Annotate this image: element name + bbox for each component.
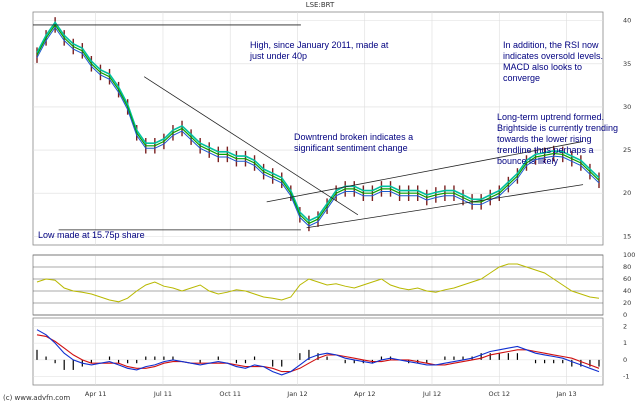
rsi-tick-label: 80 (623, 263, 631, 271)
rsi-tick-label: 40 (623, 287, 631, 295)
macd-line (36, 329, 600, 376)
trendline-upper-uptrend (266, 141, 584, 203)
copyright-text: (c) www.advfn.com (3, 394, 71, 402)
x-tick-label: Apr 11 (85, 390, 107, 398)
macd-tick-label: 2 (623, 322, 627, 330)
annotation-downtrend: Downtrend broken indicates a significant… (294, 132, 414, 153)
trendline-lower-uptrend (306, 184, 584, 229)
panel-rsi (32, 254, 604, 316)
x-tick-label: Oct 11 (219, 390, 241, 398)
trendline-downtrend (143, 76, 359, 216)
price-line (36, 23, 600, 225)
x-tick-label: Jan 13 (555, 390, 576, 398)
price-ma-line (36, 21, 600, 222)
rsi-tick-label: 60 (623, 275, 631, 283)
price-tick-label: 15 (623, 232, 631, 240)
macd-tick-label: 0 (623, 356, 627, 364)
rsi-tick-label: 20 (623, 299, 631, 307)
rsi-line (36, 263, 600, 303)
price-ma-line-2 (36, 26, 600, 227)
x-tick-label: Jul 11 (153, 390, 172, 398)
panel-price (32, 11, 604, 246)
price-tick-label: 35 (623, 60, 631, 68)
price-tick-label: 25 (623, 146, 631, 154)
annotation-high: High, since January 2011, made at just u… (250, 40, 389, 61)
x-tick-label: Jan 12 (286, 390, 307, 398)
x-tick-label: Oct 12 (488, 390, 510, 398)
panel-macd (32, 317, 604, 386)
rsi-tick-label: 0 (623, 311, 627, 319)
annotation-low: Low made at 15.75p share (38, 230, 145, 240)
annotation-rsi: In addition, the RSI now indicates overs… (503, 40, 604, 83)
price-tick-label: 30 (623, 103, 631, 111)
x-tick-label: Jul 12 (422, 390, 441, 398)
rsi-tick-label: 100 (623, 251, 635, 259)
chart-title: LSE:BRT (305, 1, 335, 9)
price-tick-label: 20 (623, 189, 631, 197)
macd-signal-line (36, 334, 600, 373)
annotation-uptrend: Long-term uptrend formed. Brightside is … (497, 112, 619, 166)
x-tick-label: Apr 12 (354, 390, 376, 398)
price-tick-label: 40 (623, 17, 631, 25)
macd-tick-label: -1 (623, 373, 629, 381)
macd-tick-label: 1 (623, 339, 627, 347)
